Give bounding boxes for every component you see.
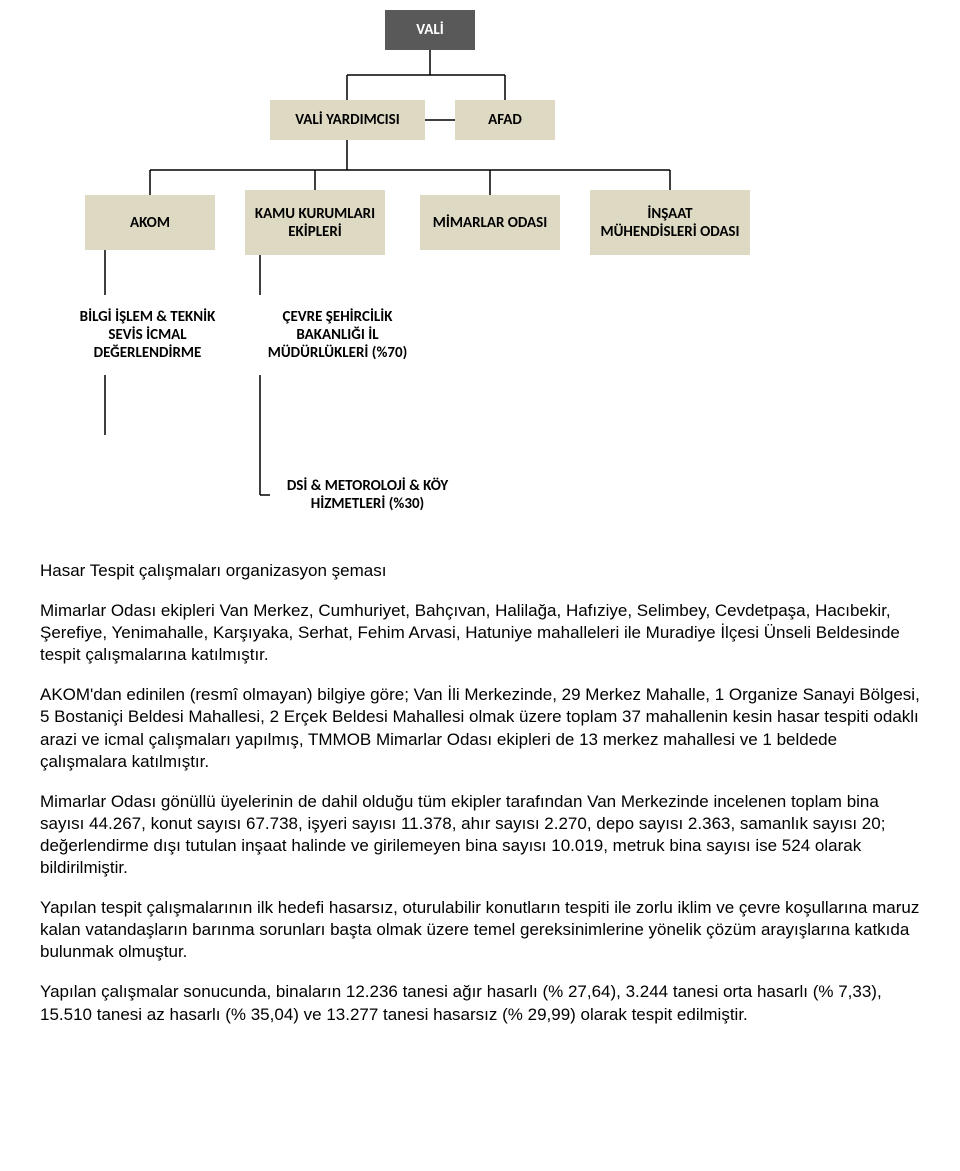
- body-text: Hasar Tespit çalışmaları organizasyon şe…: [0, 560, 960, 1074]
- caption: Hasar Tespit çalışmaları organizasyon şe…: [40, 560, 920, 582]
- node-label: AKOM: [130, 214, 170, 232]
- node-vali-yardimcisi: VALİ YARDIMCISI: [270, 100, 425, 140]
- node-insaat-muhendisleri: İNŞAAT MÜHENDİSLERİ ODASI: [590, 190, 750, 255]
- node-bilgi-islem: BİLGİ İŞLEM & TEKNİK SEVİS İCMAL DEĞERLE…: [65, 295, 230, 375]
- org-chart: VALİ VALİ YARDIMCISI AFAD AKOM KAMU KURU…: [0, 0, 960, 560]
- node-label: MİMARLAR ODASI: [433, 214, 547, 232]
- node-label: ÇEVRE ŞEHİRCİLİK BAKANLIĞI İL MÜDÜRLÜKLE…: [263, 308, 412, 362]
- node-akom: AKOM: [85, 195, 215, 250]
- node-label: İNŞAAT MÜHENDİSLERİ ODASI: [598, 205, 742, 241]
- node-kamu-kurumlari: KAMU KURUMLARI EKİPLERİ: [245, 190, 385, 255]
- paragraph: Mimarlar Odası gönüllü üyelerinin de dah…: [40, 791, 920, 879]
- connector-lines: [0, 0, 960, 560]
- node-label: DSİ & METOROLOJİ & KÖY HİZMETLERİ (%30): [278, 477, 457, 513]
- node-label: AFAD: [488, 111, 522, 129]
- node-label: VALİ YARDIMCISI: [295, 111, 400, 129]
- node-label: KAMU KURUMLARI EKİPLERİ: [253, 205, 377, 241]
- node-dsi-metoroloji: DSİ & METOROLOJİ & KÖY HİZMETLERİ (%30): [270, 465, 465, 525]
- node-mimarlar-odasi: MİMARLAR ODASI: [420, 195, 560, 250]
- paragraph: Yapılan tespit çalışmalarının ilk hedefi…: [40, 897, 920, 963]
- node-afad: AFAD: [455, 100, 555, 140]
- paragraph: AKOM'dan edinilen (resmî olmayan) bilgiy…: [40, 684, 920, 772]
- node-label: VALİ: [416, 21, 444, 39]
- paragraph: Yapılan çalışmalar sonucunda, binaların …: [40, 981, 920, 1025]
- node-label: BİLGİ İŞLEM & TEKNİK SEVİS İCMAL DEĞERLE…: [73, 308, 222, 362]
- node-vali: VALİ: [385, 10, 475, 50]
- node-cevre-sehircilik: ÇEVRE ŞEHİRCİLİK BAKANLIĞI İL MÜDÜRLÜKLE…: [255, 295, 420, 375]
- paragraph: Mimarlar Odası ekipleri Van Merkez, Cumh…: [40, 600, 920, 666]
